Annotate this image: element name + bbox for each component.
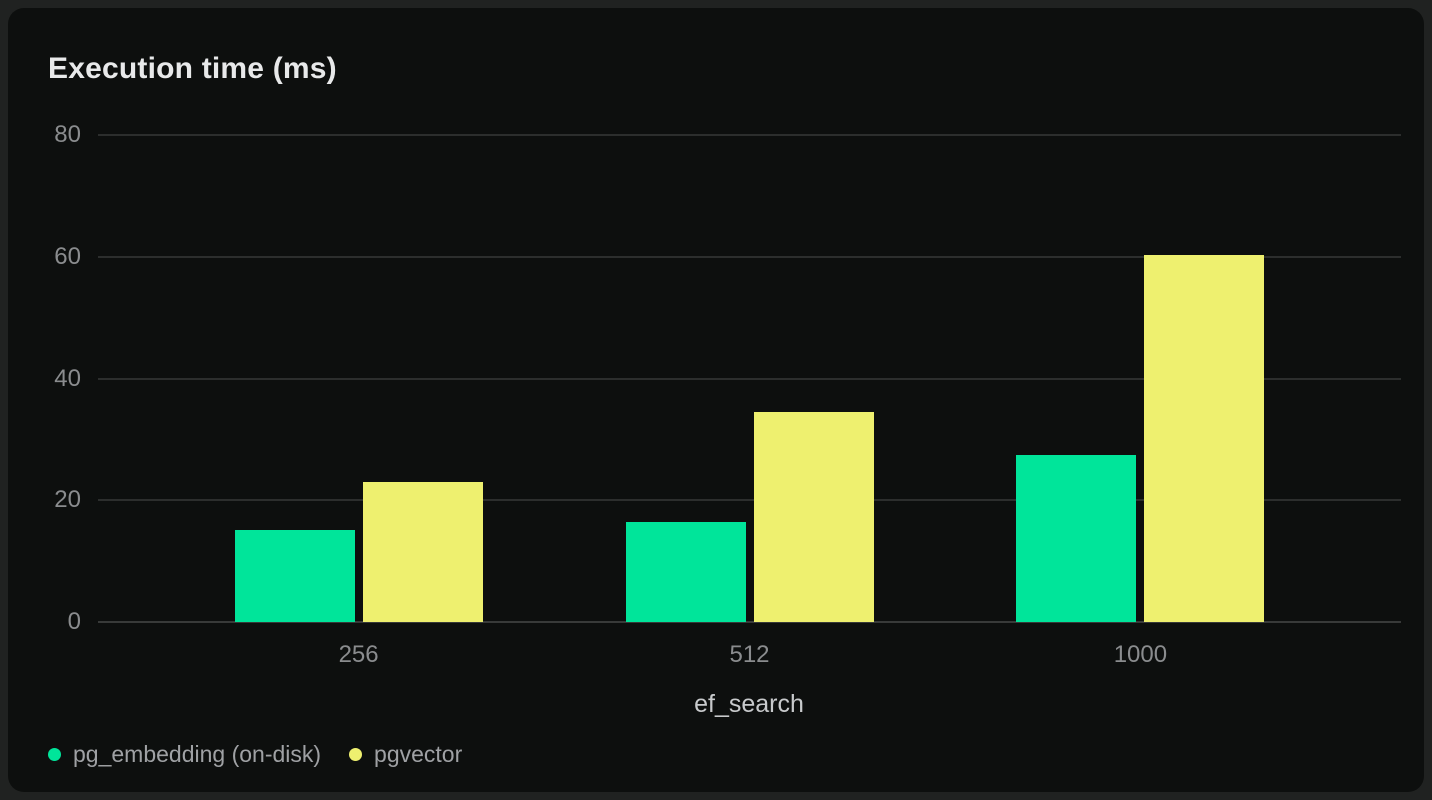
y-tick-label-0: 0 <box>67 608 81 635</box>
y-tick-label-20: 20 <box>54 486 81 514</box>
bar-pg_embedding-256[interactable] <box>234 530 355 622</box>
gridline-y-60 <box>98 255 1401 258</box>
bar-pgvector-512[interactable] <box>753 411 874 622</box>
legend-dot-icon <box>349 748 363 761</box>
gridline-y-20 <box>98 499 1401 502</box>
legend-label: pgvector <box>374 741 463 767</box>
bar-pg_embedding-512[interactable] <box>625 522 746 622</box>
bar-pgvector-1000[interactable] <box>1144 254 1265 622</box>
chart-title: Execution time (ms) <box>48 52 337 85</box>
legend-item-pg_embedding[interactable]: pg_embedding (on-disk) <box>48 741 321 768</box>
chart-card: Execution time (ms) 0 20 40 60 80 256 512 1000 … <box>8 8 1424 792</box>
legend-dot-icon <box>48 748 61 761</box>
y-tick-label-40: 40 <box>54 364 81 392</box>
x-tick-label-512: 512 <box>729 641 770 668</box>
bar-pg_embedding-1000[interactable] <box>1016 454 1137 622</box>
plot-area: 0 20 40 60 80 256 512 1000 <box>54 121 1401 668</box>
y-tick-label-80: 80 <box>54 121 81 148</box>
x-tick-label-256: 256 <box>338 641 379 668</box>
x-axis-title: ef_search <box>694 690 804 718</box>
legend: pg_embedding (on-disk) pgvector <box>48 741 462 768</box>
gridline-y-80 <box>98 134 1401 136</box>
legend-label: pg_embedding (on-disk) <box>73 741 322 767</box>
bar-pgvector-256[interactable] <box>362 482 483 622</box>
gridline-y-0 <box>98 621 1401 623</box>
gridline-y-40 <box>98 377 1401 380</box>
legend-item-pgvector[interactable]: pgvector <box>349 741 462 768</box>
x-tick-label-1000: 1000 <box>1113 641 1168 668</box>
y-tick-label-60: 60 <box>54 242 81 270</box>
